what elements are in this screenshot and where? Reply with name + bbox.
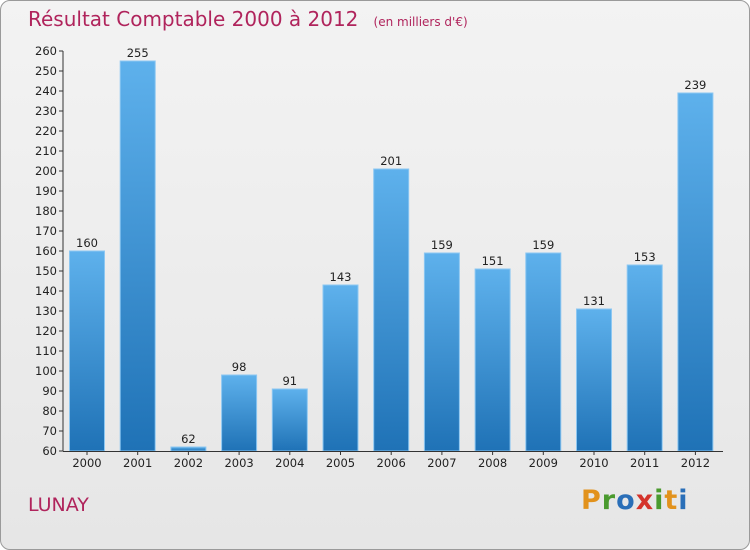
- y-tick-label: 100: [35, 364, 57, 378]
- bar-2003: [221, 374, 258, 452]
- x-tick-label-2005: 2005: [326, 456, 355, 470]
- y-tick-label: 250: [35, 64, 57, 78]
- x-tick-label-2008: 2008: [478, 456, 507, 470]
- bar-2004: [271, 388, 308, 452]
- y-tick-label: 200: [35, 164, 57, 178]
- x-tick-label-2001: 2001: [123, 456, 152, 470]
- x-tick-label-2006: 2006: [377, 456, 406, 470]
- logo-letter: i: [678, 485, 689, 516]
- logo-letter: x: [635, 485, 655, 516]
- y-tick-label: 260: [35, 44, 57, 58]
- y-tick-label: 170: [35, 224, 57, 238]
- x-tick-label-2007: 2007: [427, 456, 456, 470]
- data-label-2012: 239: [684, 78, 706, 92]
- y-tick-label: 70: [42, 424, 57, 438]
- data-label-2003: 98: [232, 360, 247, 374]
- bar-2007: [423, 252, 460, 452]
- x-tick-label-2012: 2012: [681, 456, 710, 470]
- x-tick-label-2010: 2010: [579, 456, 608, 470]
- x-tick-label-2011: 2011: [630, 456, 659, 470]
- y-tick-label: 190: [35, 184, 57, 198]
- data-label-2005: 143: [330, 270, 352, 284]
- bar-2000: [69, 250, 105, 452]
- bar-2010: [576, 308, 612, 452]
- y-tick-label: 210: [35, 144, 57, 158]
- chart-title: Résultat Comptable 2000 à 2012 (en milli…: [28, 7, 468, 31]
- bar-2011: [626, 264, 663, 452]
- x-tick-label-2004: 2004: [275, 456, 304, 470]
- data-label-2011: 153: [634, 250, 656, 264]
- bar-2005: [322, 284, 359, 452]
- y-tick-label: 180: [35, 204, 57, 218]
- x-tick-label-2000: 2000: [72, 456, 101, 470]
- y-tick-label: 160: [35, 244, 57, 258]
- y-tick-label: 90: [42, 384, 57, 398]
- y-tick-label: 230: [35, 104, 57, 118]
- y-tick-label: 110: [35, 344, 57, 358]
- y-tick-label: 130: [35, 304, 57, 318]
- y-tick-label: 60: [42, 444, 57, 458]
- y-tick-label: 240: [35, 84, 57, 98]
- bar-2001: [119, 60, 156, 452]
- bar-2008: [474, 268, 511, 452]
- logo-letter: o: [616, 485, 636, 516]
- data-label-2008: 151: [482, 254, 504, 268]
- bar-2006: [373, 168, 410, 452]
- x-tick-label-2003: 2003: [224, 456, 253, 470]
- location-name: LUNAY: [28, 494, 89, 516]
- logo-letter: P: [581, 485, 602, 516]
- logo-letter: r: [601, 485, 617, 516]
- logo-letter: i: [654, 485, 665, 516]
- y-tick-label: 140: [35, 284, 57, 298]
- bar-2002: [170, 446, 207, 452]
- y-tick-label: 120: [35, 324, 57, 338]
- y-tick-label: 80: [42, 404, 57, 418]
- proxiti-logo[interactable]: Proxiti: [581, 485, 689, 516]
- data-label-2006: 201: [380, 154, 402, 168]
- data-label-2002: 62: [181, 432, 196, 446]
- data-label-2007: 159: [431, 238, 453, 252]
- y-tick-label: 220: [35, 124, 57, 138]
- data-label-2001: 255: [127, 46, 149, 60]
- logo-letter: t: [664, 485, 679, 516]
- y-tick-label: 150: [35, 264, 57, 278]
- bar-2009: [525, 252, 562, 452]
- chart-title-main: Résultat Comptable 2000 à 2012: [28, 7, 359, 31]
- data-label-2010: 131: [583, 294, 605, 308]
- bar-2012: [677, 92, 714, 452]
- data-label-2009: 159: [532, 238, 554, 252]
- chart-subtitle: (en milliers d'€): [373, 15, 468, 29]
- data-label-2000: 160: [76, 236, 98, 250]
- x-tick-label-2009: 2009: [529, 456, 558, 470]
- data-label-2004: 91: [282, 374, 297, 388]
- x-tick-label-2002: 2002: [174, 456, 203, 470]
